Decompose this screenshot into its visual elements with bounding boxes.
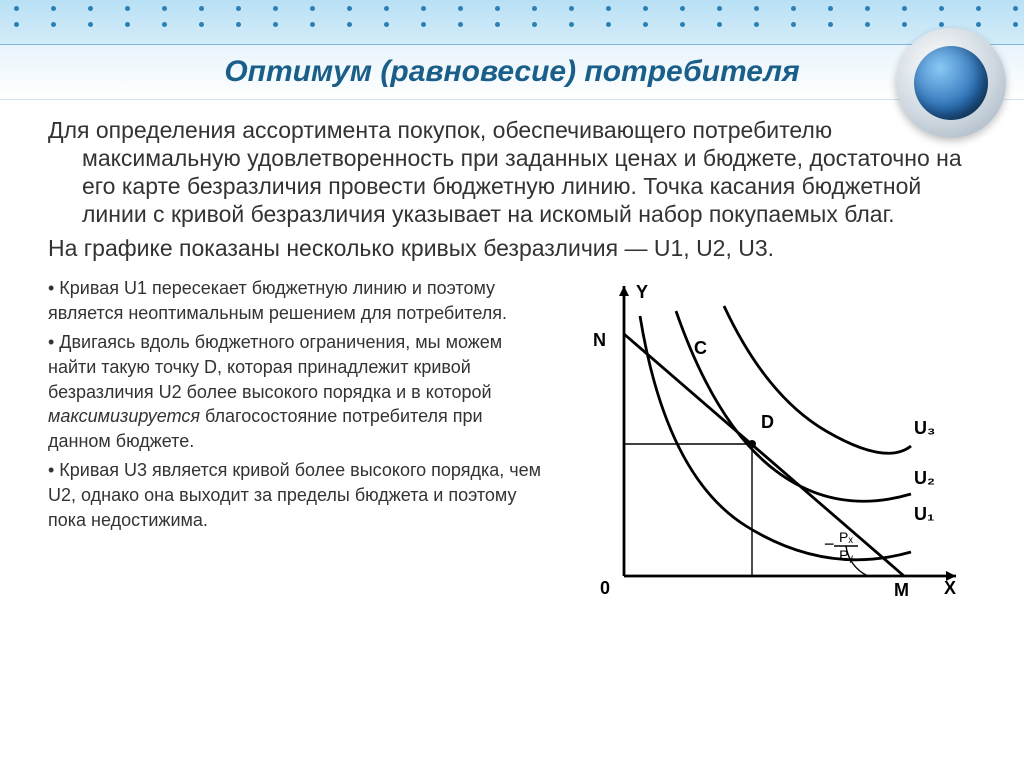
svg-text:X: X: [944, 578, 956, 598]
intro-paragraph: Для определения ассортимента покупок, об…: [48, 116, 976, 228]
lower-row: • Кривая U1 пересекает бюджетную линию и…: [48, 276, 976, 616]
bullet-item: • Двигаясь вдоль бюджетного ограничения,…: [48, 330, 548, 454]
svg-text:Pₓ: Pₓ: [839, 529, 853, 545]
svg-text:−: −: [824, 534, 835, 554]
bullet-item: • Кривая U1 пересекает бюджетную линию и…: [48, 276, 548, 326]
bullet-item: • Кривая U3 является кривой более высоко…: [48, 458, 548, 532]
curves-sentence: На графике показаны несколько кривых без…: [48, 234, 976, 262]
svg-text:D: D: [761, 412, 774, 432]
svg-text:Pᵧ: Pᵧ: [839, 547, 853, 563]
title-bar: Оптимум (равновесие) потребителя: [0, 44, 1024, 100]
svg-text:M: M: [894, 580, 909, 600]
content-area: Для определения ассортимента покупок, об…: [48, 116, 976, 616]
globe-icon: [914, 46, 988, 120]
indifference-curves-chart: Y X 0 N M C D U₁ U₂ U₃ −Pₓ Pᵧ: [566, 276, 966, 616]
svg-text:C: C: [694, 338, 707, 358]
dot-row: [0, 6, 1024, 11]
svg-text:Y: Y: [636, 282, 648, 302]
svg-text:N: N: [593, 330, 606, 350]
svg-text:0: 0: [600, 578, 610, 598]
svg-text:U₁: U₁: [914, 504, 934, 524]
decorative-top-strip: [0, 0, 1024, 44]
svg-text:U₂: U₂: [914, 468, 935, 488]
dot-row: [0, 22, 1024, 27]
bullet-list: • Кривая U1 пересекает бюджетную линию и…: [48, 276, 548, 536]
svg-text:U₃: U₃: [914, 418, 935, 438]
slide-title: Оптимум (равновесие) потребителя: [224, 55, 799, 89]
